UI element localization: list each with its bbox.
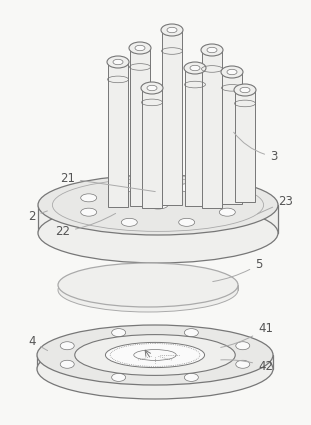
Ellipse shape — [60, 342, 74, 350]
Ellipse shape — [148, 201, 168, 209]
Text: 21: 21 — [60, 172, 155, 192]
Ellipse shape — [113, 60, 123, 65]
Ellipse shape — [184, 62, 206, 74]
Polygon shape — [130, 48, 150, 206]
Ellipse shape — [161, 24, 183, 36]
Ellipse shape — [236, 342, 250, 350]
Ellipse shape — [141, 82, 163, 94]
Ellipse shape — [38, 175, 278, 235]
Ellipse shape — [121, 184, 137, 192]
Ellipse shape — [227, 69, 237, 75]
Ellipse shape — [60, 360, 74, 368]
Ellipse shape — [112, 329, 126, 337]
Text: 23: 23 — [258, 195, 293, 214]
Ellipse shape — [58, 263, 238, 307]
Polygon shape — [185, 68, 205, 206]
Polygon shape — [38, 205, 278, 233]
Ellipse shape — [184, 374, 198, 381]
Text: 4: 4 — [28, 335, 48, 351]
Ellipse shape — [58, 268, 238, 312]
Ellipse shape — [147, 85, 157, 91]
Polygon shape — [235, 90, 255, 202]
Ellipse shape — [179, 218, 195, 227]
Ellipse shape — [219, 194, 235, 202]
Ellipse shape — [81, 194, 97, 202]
Ellipse shape — [37, 325, 273, 385]
Ellipse shape — [179, 184, 195, 192]
Ellipse shape — [107, 56, 129, 68]
Polygon shape — [142, 88, 162, 208]
Ellipse shape — [135, 45, 145, 51]
Text: 42: 42 — [221, 360, 273, 373]
Ellipse shape — [190, 65, 200, 71]
Polygon shape — [202, 50, 222, 208]
Text: 41: 41 — [221, 322, 273, 348]
Text: 22: 22 — [55, 213, 116, 238]
Polygon shape — [37, 355, 273, 369]
Ellipse shape — [121, 218, 137, 227]
Ellipse shape — [219, 208, 235, 216]
Ellipse shape — [234, 84, 256, 96]
Polygon shape — [162, 30, 182, 205]
Ellipse shape — [37, 339, 273, 399]
Polygon shape — [108, 62, 128, 207]
Ellipse shape — [236, 360, 250, 368]
Text: 5: 5 — [213, 258, 262, 282]
Ellipse shape — [221, 66, 243, 78]
Ellipse shape — [134, 350, 176, 360]
Ellipse shape — [167, 27, 177, 33]
Ellipse shape — [201, 44, 223, 56]
Ellipse shape — [184, 329, 198, 337]
Ellipse shape — [129, 42, 151, 54]
Ellipse shape — [240, 87, 250, 93]
Ellipse shape — [81, 208, 97, 216]
Ellipse shape — [105, 343, 205, 368]
Polygon shape — [222, 72, 242, 204]
Text: 2: 2 — [28, 210, 47, 223]
Text: 3: 3 — [234, 132, 277, 163]
Ellipse shape — [38, 203, 278, 263]
Ellipse shape — [75, 334, 235, 375]
Polygon shape — [58, 285, 238, 290]
Ellipse shape — [112, 374, 126, 381]
Ellipse shape — [207, 47, 217, 53]
